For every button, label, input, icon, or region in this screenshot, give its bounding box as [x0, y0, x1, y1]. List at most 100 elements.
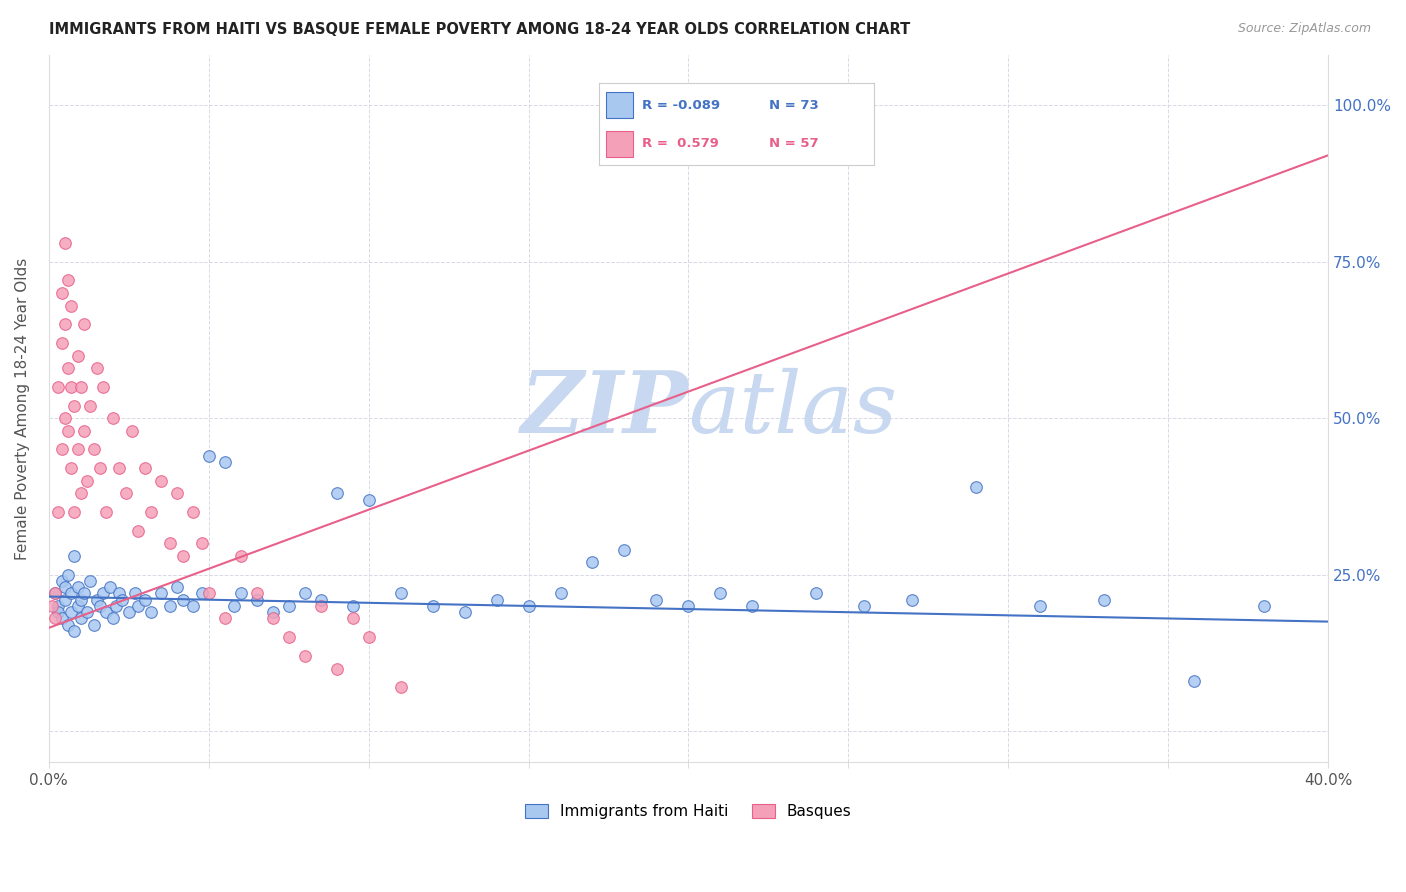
Point [63, 505, 86, 519]
Point [86, 361, 108, 376]
Point [853, 599, 876, 613]
Point [63, 549, 86, 563]
Point [66, 599, 89, 613]
Point [262, 605, 284, 619]
Point [73, 318, 96, 332]
Point [60, 298, 83, 312]
Point [1029, 599, 1052, 613]
Point [53, 580, 76, 594]
Point [56, 361, 79, 376]
Point [166, 486, 188, 500]
Point [191, 586, 214, 600]
Point [108, 586, 131, 600]
Point [224, 599, 246, 613]
Y-axis label: Female Poverty Among 18-24 Year Olds: Female Poverty Among 18-24 Year Olds [15, 258, 30, 560]
Point [127, 524, 149, 538]
Point [422, 599, 444, 613]
Point [389, 586, 412, 600]
Point [51, 285, 73, 300]
Point [550, 586, 572, 600]
Point [127, 599, 149, 613]
Point [46, 380, 69, 394]
Point [83, 442, 105, 457]
Point [91, 380, 114, 394]
Point [277, 630, 299, 644]
Legend: Immigrants from Haiti, Basques: Immigrants from Haiti, Basques [519, 798, 858, 825]
Point [139, 505, 162, 519]
Point [181, 599, 204, 613]
Point [91, 586, 114, 600]
Point [96, 605, 118, 619]
Point [53, 235, 76, 250]
Point [63, 624, 86, 638]
Point [79, 399, 101, 413]
Point [46, 505, 69, 519]
Point [645, 592, 668, 607]
Point [246, 592, 269, 607]
Point [79, 574, 101, 588]
Point [325, 661, 347, 675]
Point [56, 273, 79, 287]
Point [294, 586, 316, 600]
Point [965, 480, 987, 494]
Point [60, 461, 83, 475]
Point [172, 549, 194, 563]
Point [69, 380, 91, 394]
Point [46, 599, 69, 613]
Point [166, 580, 188, 594]
Point [309, 592, 332, 607]
Point [66, 580, 89, 594]
Point [44, 586, 66, 600]
Point [69, 611, 91, 625]
Point [66, 349, 89, 363]
Point [485, 592, 508, 607]
Point [1092, 592, 1115, 607]
Point [83, 617, 105, 632]
Point [44, 586, 66, 600]
Point [277, 599, 299, 613]
Point [134, 461, 156, 475]
Point [89, 599, 111, 613]
Point [86, 592, 108, 607]
Point [96, 505, 118, 519]
Point [44, 611, 66, 625]
Point [709, 586, 731, 600]
Point [51, 574, 73, 588]
Point [741, 599, 763, 613]
Point [76, 605, 98, 619]
Point [118, 605, 141, 619]
Point [214, 611, 236, 625]
Point [325, 486, 347, 500]
Point [309, 599, 332, 613]
Point [678, 599, 700, 613]
Point [139, 605, 162, 619]
Point [453, 605, 475, 619]
Point [149, 474, 172, 488]
Point [613, 542, 636, 557]
Point [108, 461, 131, 475]
Point [51, 611, 73, 625]
Point [63, 399, 86, 413]
Point [66, 442, 89, 457]
Point [901, 592, 924, 607]
Point [56, 424, 79, 438]
Point [581, 555, 603, 569]
Point [294, 648, 316, 663]
Point [56, 567, 79, 582]
Point [246, 586, 269, 600]
Point [60, 605, 83, 619]
Point [1253, 599, 1275, 613]
Point [104, 599, 127, 613]
Point [517, 599, 540, 613]
Text: Source: ZipAtlas.com: Source: ZipAtlas.com [1237, 22, 1371, 36]
Point [51, 336, 73, 351]
Point [76, 474, 98, 488]
Point [56, 617, 79, 632]
Point [357, 492, 380, 507]
Point [124, 586, 146, 600]
Point [806, 586, 828, 600]
Point [51, 442, 73, 457]
Point [342, 611, 364, 625]
Text: atlas: atlas [689, 368, 897, 450]
Point [262, 611, 284, 625]
